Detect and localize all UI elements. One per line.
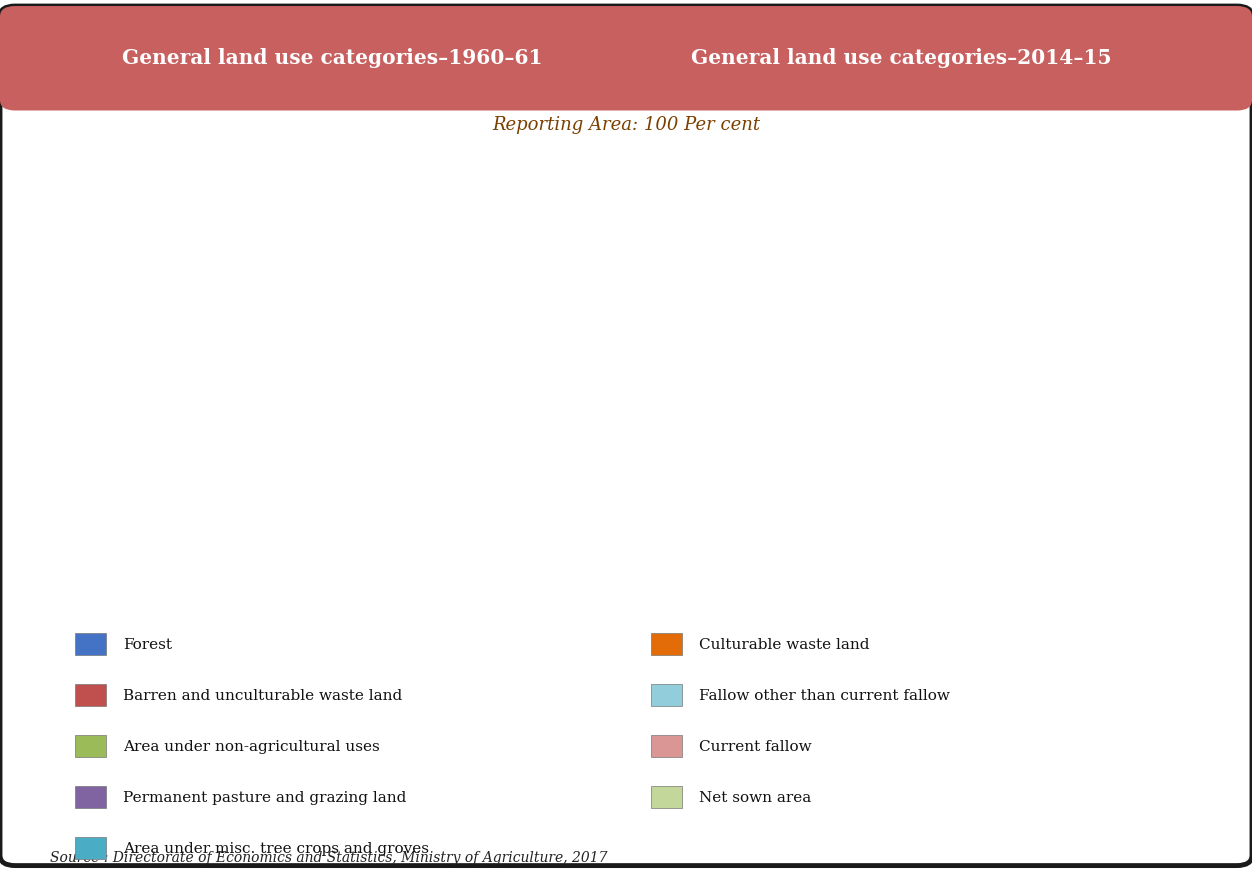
Text: 18.11%: 18.11% bbox=[383, 221, 580, 276]
Text: 1.50%: 1.50% bbox=[386, 455, 512, 483]
Text: 23.3%: 23.3% bbox=[999, 221, 1172, 289]
Wedge shape bbox=[914, 381, 1017, 504]
Wedge shape bbox=[914, 381, 993, 509]
FancyBboxPatch shape bbox=[75, 633, 106, 656]
Wedge shape bbox=[767, 236, 914, 522]
Text: 1%: 1% bbox=[980, 465, 1104, 488]
FancyBboxPatch shape bbox=[651, 633, 682, 656]
Text: 45.5%: 45.5% bbox=[641, 304, 789, 363]
Text: Net sown area: Net sown area bbox=[699, 790, 811, 804]
FancyBboxPatch shape bbox=[75, 735, 106, 757]
Text: 4.9%: 4.9% bbox=[777, 505, 896, 523]
Text: 3.6%: 3.6% bbox=[913, 507, 950, 542]
Text: General land use categories–2014–15: General land use categories–2014–15 bbox=[691, 48, 1112, 68]
Wedge shape bbox=[914, 236, 1059, 381]
Text: 12.01%: 12.01% bbox=[439, 319, 595, 374]
FancyBboxPatch shape bbox=[75, 684, 106, 707]
Text: 3.73%: 3.73% bbox=[153, 503, 288, 517]
Text: 3.3%: 3.3% bbox=[994, 436, 1156, 477]
FancyBboxPatch shape bbox=[651, 735, 682, 757]
Text: Area under misc. tree crops and groves: Area under misc. tree crops and groves bbox=[123, 841, 428, 855]
Wedge shape bbox=[874, 381, 919, 527]
Text: Area under non-agricultural uses: Area under non-agricultural uses bbox=[123, 739, 379, 753]
FancyBboxPatch shape bbox=[651, 786, 682, 809]
Text: Forest: Forest bbox=[123, 638, 172, 652]
Wedge shape bbox=[304, 381, 336, 527]
Text: Barren and unculturable waste land: Barren and unculturable waste land bbox=[123, 688, 402, 702]
Wedge shape bbox=[313, 381, 452, 467]
FancyBboxPatch shape bbox=[75, 786, 106, 809]
Text: 6.23%: 6.23% bbox=[356, 500, 402, 527]
Text: General land use categories–1960–61: General land use categories–1960–61 bbox=[121, 48, 542, 68]
Wedge shape bbox=[914, 381, 1055, 485]
Wedge shape bbox=[313, 381, 389, 525]
Wedge shape bbox=[313, 236, 446, 381]
FancyBboxPatch shape bbox=[651, 684, 682, 707]
FancyBboxPatch shape bbox=[0, 7, 1252, 111]
Text: 4.71%: 4.71% bbox=[404, 421, 556, 468]
Text: 45.26%: 45.26% bbox=[31, 304, 188, 362]
Text: Fallow other than current fallow: Fallow other than current fallow bbox=[699, 688, 949, 702]
Text: Source : Directorate of Economics and Statistics, Ministry of Agriculture, 2017: Source : Directorate of Economics and St… bbox=[50, 850, 607, 864]
Text: Reporting Area: 100 Per cent: Reporting Area: 100 Per cent bbox=[492, 116, 760, 133]
Text: 8.7%: 8.7% bbox=[1024, 389, 1163, 442]
Text: Current fallow: Current fallow bbox=[699, 739, 811, 753]
Wedge shape bbox=[270, 381, 313, 527]
Wedge shape bbox=[914, 381, 952, 527]
Text: 3.50%: 3.50% bbox=[302, 508, 348, 538]
Wedge shape bbox=[313, 320, 459, 428]
FancyBboxPatch shape bbox=[16, 57, 1236, 101]
FancyBboxPatch shape bbox=[75, 837, 106, 859]
Wedge shape bbox=[167, 236, 313, 521]
Text: 5.5%: 5.5% bbox=[1040, 331, 1169, 389]
Wedge shape bbox=[914, 381, 985, 523]
Text: Permanent pasture and grazing land: Permanent pasture and grazing land bbox=[123, 790, 406, 804]
Text: Culturable waste land: Culturable waste land bbox=[699, 638, 869, 652]
FancyBboxPatch shape bbox=[0, 7, 1252, 866]
Text: 4.95%: 4.95% bbox=[426, 377, 571, 438]
Wedge shape bbox=[313, 381, 431, 498]
Wedge shape bbox=[914, 367, 1060, 417]
Text: 4.0%: 4.0% bbox=[963, 498, 1013, 534]
Wedge shape bbox=[313, 381, 401, 506]
